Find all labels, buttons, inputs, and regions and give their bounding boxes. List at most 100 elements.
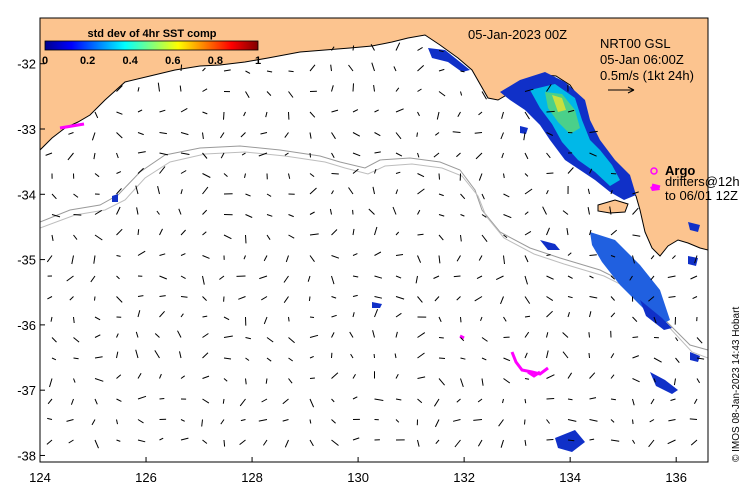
velocity-vector — [372, 186, 375, 195]
velocity-vector — [116, 255, 121, 257]
velocity-vector — [696, 337, 703, 344]
velocity-vector — [45, 152, 53, 156]
velocity-vector — [116, 188, 122, 195]
velocity-vector — [288, 234, 295, 239]
velocity-vector — [331, 85, 334, 92]
velocity-vector — [452, 131, 461, 133]
velocity-vector — [436, 111, 440, 120]
velocity-vector — [116, 351, 119, 359]
velocity-vector — [524, 419, 526, 425]
velocity-vector — [352, 83, 354, 92]
velocity-vector — [137, 439, 146, 443]
velocity-vector — [159, 275, 167, 280]
velocity-vector — [266, 234, 271, 240]
argo-marker-icon — [650, 167, 658, 175]
velocity-vector — [433, 275, 440, 279]
velocity-vector — [288, 378, 293, 384]
velocity-vector — [202, 333, 209, 338]
velocity-vector — [653, 357, 662, 363]
velocity-vector — [137, 419, 144, 424]
velocity-vector — [137, 109, 143, 113]
velocity-vector — [460, 378, 464, 388]
velocity-vector — [632, 316, 638, 322]
velocity-vector — [245, 70, 251, 74]
colorbar-tick-label: 0.2 — [80, 55, 95, 67]
velocity-vector — [309, 211, 315, 215]
velocity-vector — [50, 316, 53, 322]
velocity-vector — [51, 357, 57, 361]
velocity-vector — [395, 152, 403, 157]
velocity-vector — [474, 296, 483, 302]
velocity-vector — [670, 398, 676, 401]
velocity-vector — [331, 173, 339, 175]
velocity-vector — [49, 378, 53, 388]
velocity-vector — [650, 275, 655, 281]
velocity-vector — [93, 255, 96, 264]
velocity-vector — [94, 173, 100, 178]
velocity-vector — [481, 357, 487, 361]
velocity-vector — [562, 351, 569, 359]
velocity-vector — [283, 275, 289, 283]
velocity-vector — [610, 398, 616, 401]
velocity-vector — [331, 109, 339, 113]
velocity-vector — [460, 91, 463, 96]
velocity-vector — [73, 357, 79, 360]
velocity-vector — [159, 437, 164, 441]
velocity-vector — [567, 439, 575, 442]
velocity-vector — [438, 378, 445, 386]
velocity-vector — [460, 70, 465, 73]
velocity-vector — [331, 190, 334, 195]
velocity-vector — [223, 335, 233, 338]
velocity-vector — [438, 91, 446, 97]
velocity-vector — [374, 132, 381, 137]
argo-label: Argo — [665, 163, 695, 178]
y-tick-label: -34 — [17, 187, 36, 202]
velocity-vector — [460, 193, 466, 200]
velocity-vector — [116, 85, 123, 92]
velocity-vector — [589, 152, 597, 157]
velocity-vector — [266, 91, 272, 96]
velocity-vector — [648, 296, 655, 302]
velocity-vector — [159, 398, 165, 400]
velocity-vector — [243, 255, 246, 260]
velocity-vector — [371, 62, 375, 72]
velocity-vector — [220, 152, 225, 159]
velocity-vector — [238, 296, 246, 300]
velocity-vector — [524, 331, 530, 338]
velocity-vector — [288, 316, 290, 322]
velocity-vector — [180, 253, 186, 256]
x-tick-label: 124 — [29, 470, 51, 485]
kangaroo-island — [597, 199, 629, 214]
velocity-vector — [417, 296, 423, 303]
velocity-vector — [632, 255, 635, 264]
velocity-vector — [243, 111, 246, 117]
sst-stddev-patches — [112, 48, 700, 452]
velocity-vector — [589, 254, 597, 256]
imos-credit: © IMOS 08-Jan-2023 14:43 Hobart — [731, 307, 742, 462]
velocity-vector — [546, 152, 551, 159]
velocity-vector — [239, 439, 246, 445]
velocity-vector — [453, 275, 461, 278]
velocity-vector — [395, 87, 400, 92]
velocity-vector — [180, 170, 187, 174]
colorbar-tick-label: 1 — [255, 55, 261, 67]
velocity-vector — [116, 206, 121, 215]
velocity-vector — [474, 132, 483, 134]
velocity-vector — [417, 65, 425, 72]
velocity-vector — [309, 355, 314, 359]
velocity-vector — [500, 296, 504, 305]
velocity-vector — [309, 419, 312, 424]
velocity-vector — [116, 398, 122, 402]
velocity-vector — [667, 439, 676, 445]
velocity-vector — [352, 152, 361, 157]
velocity-vector — [395, 275, 402, 279]
velocity-vector — [667, 275, 676, 278]
velocity-vector — [395, 171, 401, 174]
x-tick-label: 132 — [453, 470, 475, 485]
velocity-vector — [219, 275, 225, 280]
velocity-vector — [116, 333, 119, 338]
x-tick-label: 126 — [135, 470, 157, 485]
y-tick-label: -37 — [17, 383, 36, 398]
x-axis: 124 126 128 130 132 134 136 — [29, 457, 687, 485]
